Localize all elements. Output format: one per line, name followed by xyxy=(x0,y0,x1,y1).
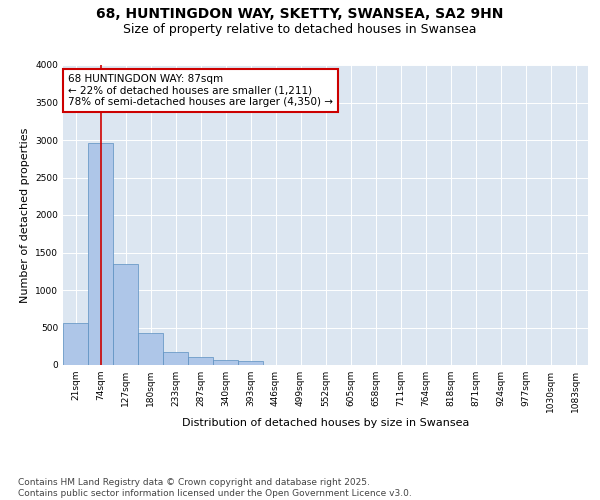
Text: 68 HUNTINGDON WAY: 87sqm
← 22% of detached houses are smaller (1,211)
78% of sem: 68 HUNTINGDON WAY: 87sqm ← 22% of detach… xyxy=(68,74,333,107)
Bar xyxy=(238,361,263,365)
Text: Contains HM Land Registry data © Crown copyright and database right 2025.
Contai: Contains HM Land Registry data © Crown c… xyxy=(18,478,412,498)
Text: 68, HUNTINGDON WAY, SKETTY, SWANSEA, SA2 9HN: 68, HUNTINGDON WAY, SKETTY, SWANSEA, SA2… xyxy=(97,8,503,22)
Bar xyxy=(188,357,213,365)
Bar xyxy=(163,352,188,365)
Bar xyxy=(113,264,138,365)
Text: Size of property relative to detached houses in Swansea: Size of property relative to detached ho… xyxy=(123,22,477,36)
Bar xyxy=(213,360,238,365)
Bar xyxy=(88,143,113,365)
Bar xyxy=(63,323,88,365)
X-axis label: Distribution of detached houses by size in Swansea: Distribution of detached houses by size … xyxy=(182,418,469,428)
Y-axis label: Number of detached properties: Number of detached properties xyxy=(20,128,29,302)
Bar xyxy=(138,333,163,365)
